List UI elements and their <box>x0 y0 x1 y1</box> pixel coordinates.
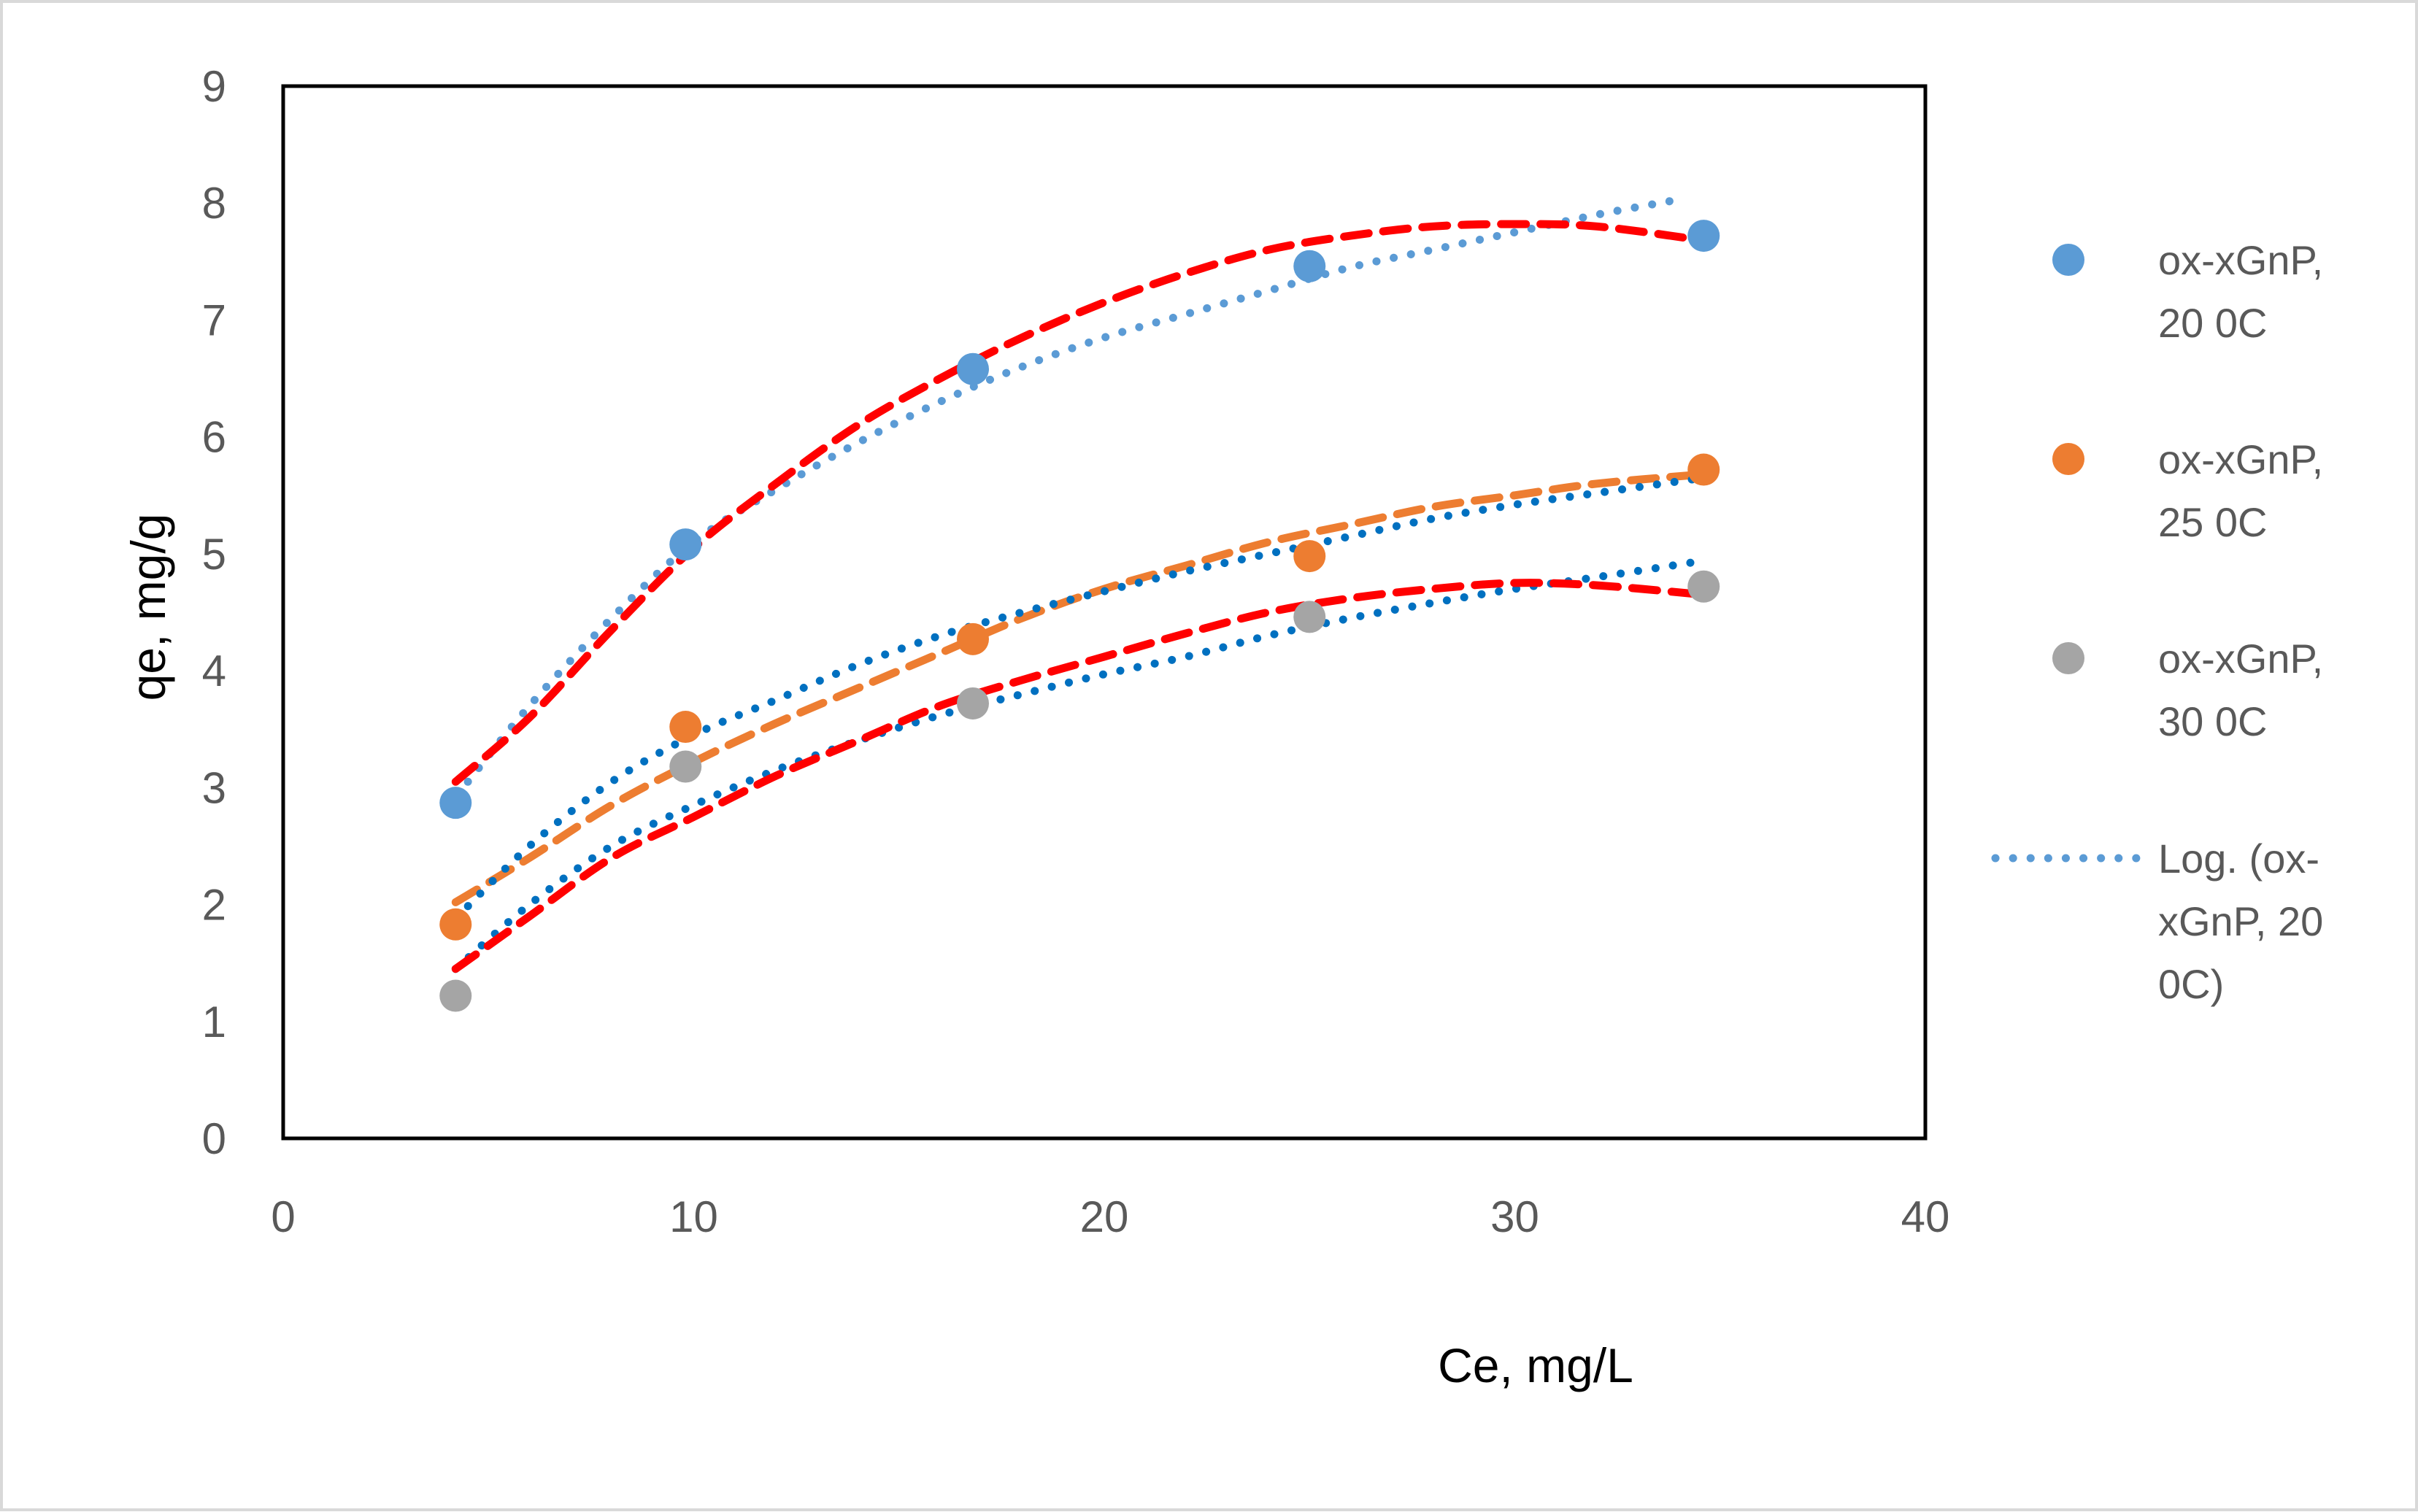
data-point-series-2 <box>1293 540 1326 573</box>
plot-area <box>281 84 1928 1141</box>
data-point-series-3 <box>957 687 989 720</box>
plot-border <box>281 84 1928 1141</box>
trendline-poly-5 <box>451 579 1708 973</box>
y-axis-title: qe, mg/g <box>121 514 175 701</box>
legend: ox-xGnP, 20 0C ox-xGnP, 25 0C ox-xGnP, 30 0C L… <box>1991 237 2323 1007</box>
y-tick-label: 7 <box>202 296 226 344</box>
data-point-series-3 <box>669 750 702 783</box>
legend-marker-series-3 <box>2052 642 2084 674</box>
y-tick-label: 1 <box>202 998 226 1046</box>
data-point-series-1 <box>957 352 989 385</box>
y-tick-label: 2 <box>202 881 226 930</box>
data-point-series-2 <box>669 711 702 744</box>
legend-label-trendline: xGnP, 20 <box>2158 898 2323 944</box>
y-tick-label: 0 <box>202 1114 226 1163</box>
legend-label-series-2: ox-xGnP, <box>2158 436 2323 482</box>
x-tick-label: 20 <box>1080 1192 1129 1241</box>
chart-svg: 0 1 2 3 4 5 6 7 8 9 0 10 20 30 40 qe, mg/g Ce, mg/L ox… <box>121 62 2323 1392</box>
trendline-log-3 <box>451 474 1708 923</box>
y-tick-label: 3 <box>202 763 226 812</box>
y-tick-label: 8 <box>202 179 226 228</box>
data-point-series-2 <box>1687 453 1720 486</box>
data-point-series-3 <box>1293 601 1326 633</box>
y-tick-label: 9 <box>202 62 226 111</box>
legend-label-series-2: 25 0C <box>2158 499 2267 545</box>
legend-marker-series-1 <box>2052 244 2084 276</box>
y-tick-label: 6 <box>202 413 226 462</box>
legend-label-trendline: 0C) <box>2158 961 2224 1007</box>
data-point-series-1 <box>439 787 472 819</box>
data-point-series-1 <box>669 528 702 561</box>
trendlines <box>451 195 1708 973</box>
data-point-series-3 <box>439 979 472 1012</box>
y-tick-label: 5 <box>202 530 226 579</box>
data-point-series-2 <box>957 622 989 655</box>
legend-label-trendline: Log. (ox- <box>2158 836 2319 882</box>
data-points <box>439 220 1720 1012</box>
data-point-series-3 <box>1687 570 1720 603</box>
trendline-poly-2 <box>451 470 1708 906</box>
x-axis-title: Ce, mg/L <box>1438 1338 1633 1392</box>
legend-label-series-1: ox-xGnP, <box>2158 237 2323 283</box>
x-tick-label: 30 <box>1490 1192 1539 1241</box>
trendline-log-0 <box>463 195 1683 786</box>
data-point-series-1 <box>1687 220 1720 252</box>
x-tick-label: 0 <box>271 1192 295 1241</box>
legend-marker-series-2 <box>2052 443 2084 475</box>
axes: 0 1 2 3 4 5 6 7 8 9 0 10 20 30 40 <box>202 62 1950 1241</box>
trendline-log-4 <box>451 558 1700 973</box>
data-point-series-2 <box>439 908 472 941</box>
trendline-poly-1 <box>451 220 1708 786</box>
x-tick-label: 40 <box>1901 1192 1950 1241</box>
legend-label-series-3: 30 0C <box>2158 698 2267 744</box>
y-tick-label: 4 <box>202 647 226 695</box>
data-point-series-1 <box>1293 250 1326 282</box>
x-tick-label: 10 <box>669 1192 718 1241</box>
legend-label-series-3: ox-xGnP, <box>2158 636 2323 682</box>
legend-label-series-1: 20 0C <box>2158 300 2267 346</box>
